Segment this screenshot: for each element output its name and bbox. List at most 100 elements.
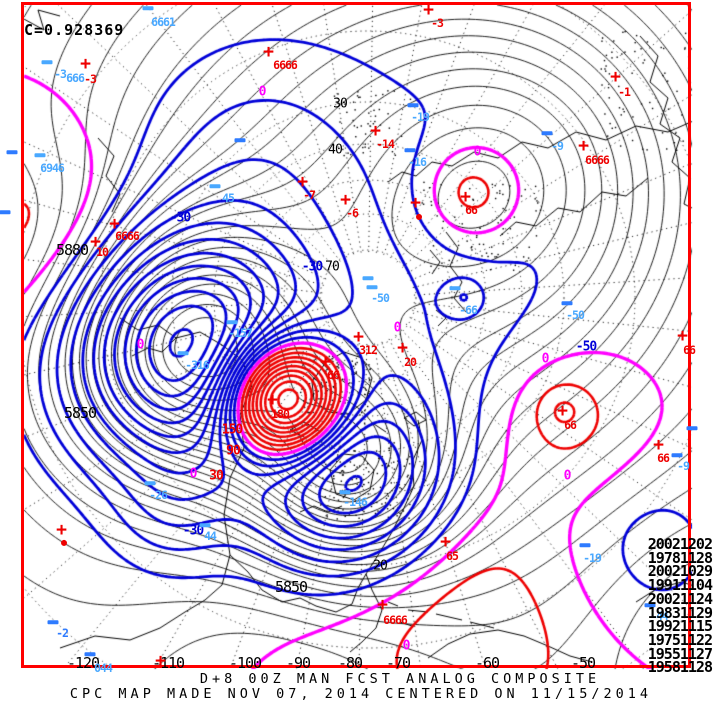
latitude-label: 20 (373, 558, 388, 574)
plus-marker: + (263, 41, 274, 63)
analog-date: 19751122 (647, 630, 713, 649)
contour-label: -50 (575, 339, 598, 355)
correlation-label: C=0.928369 (24, 21, 125, 39)
anomaly-value: 6666 (383, 613, 408, 627)
longitude-label: -50 (570, 654, 596, 672)
plus-marker: + (80, 53, 91, 75)
contour-label: -30 (301, 259, 324, 275)
minus-marker (34, 153, 46, 157)
plus-marker: + (653, 434, 664, 456)
contour-label: 0 (563, 468, 572, 484)
contour-label: 0 (473, 144, 482, 160)
plus-marker: + (370, 120, 381, 142)
minus-marker (142, 6, 154, 10)
anomaly-value: -19 (583, 551, 602, 565)
anomaly-value: 66 (683, 343, 696, 357)
anomaly-value: 10 (96, 245, 109, 259)
anomaly-value: -6 (346, 206, 359, 220)
anomaly-value: -3 (84, 72, 97, 86)
anomaly-value: 6661 (151, 15, 176, 29)
minus-marker (686, 426, 698, 430)
anomaly-value: 20 (404, 355, 417, 369)
anomaly-value: 6666 (115, 229, 140, 243)
anomaly-value: 312 (359, 343, 378, 357)
anomaly-value: -3 (54, 67, 67, 81)
contour-label: 150 (221, 422, 244, 438)
height-label: 5880 (55, 241, 89, 259)
analog-date: 19911104 (647, 576, 713, 595)
plus-marker: + (353, 326, 364, 348)
minus-marker (199, 523, 211, 527)
latitude-label: 40 (328, 142, 343, 158)
anomaly-value: -7 (303, 188, 316, 202)
anomaly-value: -50 (371, 291, 390, 305)
contour-label: 0 (189, 466, 198, 482)
longitude-label: -70 (385, 654, 411, 672)
contour-label: -30 (169, 210, 192, 226)
minus-marker (362, 276, 374, 280)
analog-date: 19921115 (647, 617, 713, 636)
plus-marker: + (460, 186, 471, 208)
minus-marker (339, 490, 351, 494)
anomaly-value: 44 (656, 609, 669, 623)
longitude-label: -100 (228, 654, 262, 672)
analog-date: 20021124 (647, 589, 713, 608)
dot-marker: ● (415, 211, 423, 223)
latitude-label: 70 (325, 259, 340, 275)
plus-marker: + (440, 531, 451, 553)
contour-label: 0 (136, 337, 145, 353)
anomaly-value: 044 (94, 661, 113, 675)
plus-marker: + (377, 594, 388, 616)
minus-marker (579, 543, 591, 547)
analog-date: 20021029 (647, 562, 713, 581)
analog-date: 19831129 (647, 603, 713, 622)
minus-marker (671, 453, 683, 457)
height-label: 5850 (274, 578, 308, 596)
plus-marker: + (578, 135, 589, 157)
plus-marker: + (320, 351, 331, 373)
anomaly-value: -66 (459, 303, 478, 317)
anomaly-value: -50 (566, 308, 585, 322)
longitude-label: -60 (474, 654, 500, 672)
contour-label: 0 (402, 638, 411, 654)
anomaly-value: 6946 (40, 161, 65, 175)
dot-marker: ● (60, 537, 68, 549)
anomaly-value: -316 (185, 358, 210, 372)
minus-marker (541, 131, 553, 135)
minus-marker (177, 351, 189, 355)
latitude-label: 30 (333, 96, 348, 112)
anomaly-value: -146 (343, 495, 368, 509)
anomaly-value: -2 (56, 626, 69, 640)
plus-marker: + (155, 650, 166, 672)
minus-marker (47, 620, 59, 624)
minus-marker (404, 148, 416, 152)
anomaly-value: -26 (149, 488, 168, 502)
longitude-label: -90 (285, 654, 311, 672)
plus-marker: + (610, 66, 621, 88)
minus-marker (561, 301, 573, 305)
longitude-label: -110 (151, 654, 185, 672)
map-subtitle: CPC MAP MADE NOV 07, 2014 CENTERED ON 11… (69, 686, 653, 702)
minus-marker (41, 60, 53, 64)
analog-date: 19551127 (647, 644, 713, 663)
minus-marker (144, 481, 156, 485)
contour-label: 0 (258, 84, 267, 100)
plus-marker: + (557, 400, 568, 422)
minus-marker (234, 138, 246, 142)
longitude-label: -80 (337, 654, 363, 672)
plus-marker: + (297, 171, 308, 193)
longitude-label: -120 (66, 654, 100, 672)
anomaly-value: -9 (551, 139, 564, 153)
analog-date: 20021202 (647, 535, 713, 553)
contour-label: 0 (541, 351, 550, 367)
minus-marker (6, 150, 18, 154)
minus-marker (226, 320, 238, 324)
plus-marker: + (410, 192, 421, 214)
anomaly-value: 66 (657, 451, 670, 465)
plus-marker: + (109, 213, 120, 235)
anomaly-value: 66 (327, 368, 340, 382)
plus-marker: + (90, 231, 101, 253)
anomaly-value: 66 (465, 203, 478, 217)
